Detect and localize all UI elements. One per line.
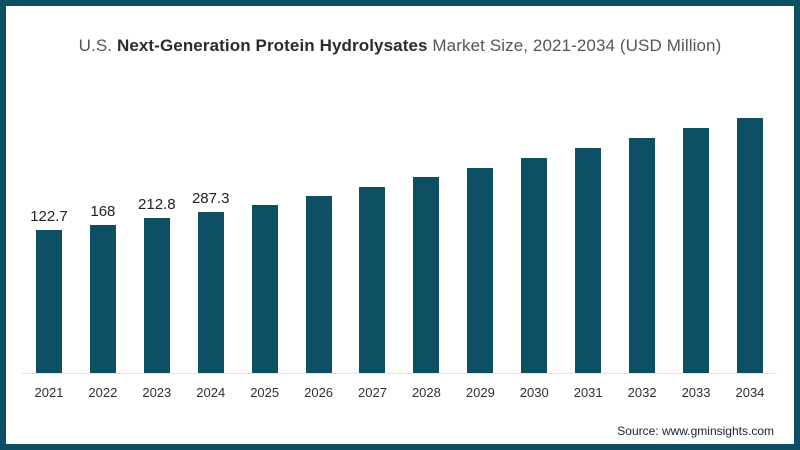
bar-cell: [238, 205, 292, 373]
x-tick-label: 2032: [627, 385, 657, 400]
bar-2026: [305, 196, 332, 373]
bar-cell: [292, 196, 346, 373]
x-tick-label: 2030: [519, 385, 549, 400]
x-tick-label: 2027: [358, 385, 387, 400]
bar-2023: [143, 218, 170, 373]
bar-2032: [629, 138, 656, 373]
x-tick-label: 2023: [142, 385, 172, 400]
bar-cell: 212.8: [130, 196, 184, 373]
chart-title-suffix: Market Size, 2021-2034 (USD Million): [427, 36, 722, 55]
chart-title: U.S. Next-Generation Protein Hydrolysate…: [6, 36, 794, 56]
bar-cell: [723, 118, 777, 373]
bar-value-label: 122.7: [30, 208, 68, 225]
x-tick-label: 2026: [304, 385, 334, 400]
bar-2027: [359, 187, 386, 373]
x-tick-label: 2028: [411, 385, 441, 400]
bar-value-label: 168: [90, 203, 116, 220]
x-tick-label: 2021: [34, 385, 64, 400]
bar-cell: [346, 187, 400, 373]
bar-cell: [669, 128, 723, 373]
plot-area: 122.7 168 212.8 287.3: [22, 111, 777, 374]
bar-value-label: 287.3: [191, 190, 230, 207]
bar-2030: [521, 158, 548, 373]
bar-2021: [35, 230, 62, 373]
bar-2028: [413, 177, 440, 373]
bar-2022: [89, 225, 116, 373]
bar-value-label: 212.8: [138, 196, 176, 213]
bar-2034: [736, 118, 763, 373]
bar-cell: [561, 148, 615, 373]
chart-title-prefix: U.S.: [78, 36, 117, 55]
bar-2033: [683, 128, 710, 373]
x-tick-label: 2033: [681, 385, 711, 400]
bar-cell: 122.7: [22, 208, 76, 373]
bar-2029: [467, 168, 494, 373]
bar-2025: [251, 205, 278, 373]
chart-title-highlight: Next-Generation Protein Hydrolysates: [116, 36, 428, 55]
x-tick-label: 2024: [196, 385, 226, 400]
x-tick-label: 2031: [573, 385, 603, 400]
bar-cell: [453, 168, 507, 373]
bar-cell: 287.3: [184, 190, 238, 373]
x-axis-labels: 2021 2022 2023 2024 2025 2026 2027 2028 2029 2030…: [22, 385, 777, 400]
bar-cell: [399, 177, 453, 373]
x-tick-label: 2022: [88, 385, 118, 400]
x-tick-label: 2025: [250, 385, 280, 400]
x-tick-label: 2029: [465, 385, 495, 400]
x-tick-label: 2034: [735, 385, 765, 400]
bar-cell: 168: [76, 203, 130, 373]
bar-2031: [575, 148, 602, 373]
bar-cell: [615, 138, 669, 373]
source-attribution: Source: www.gminsights.com: [617, 424, 774, 438]
bar-cell: [507, 158, 561, 373]
bar-2024: [197, 212, 224, 373]
